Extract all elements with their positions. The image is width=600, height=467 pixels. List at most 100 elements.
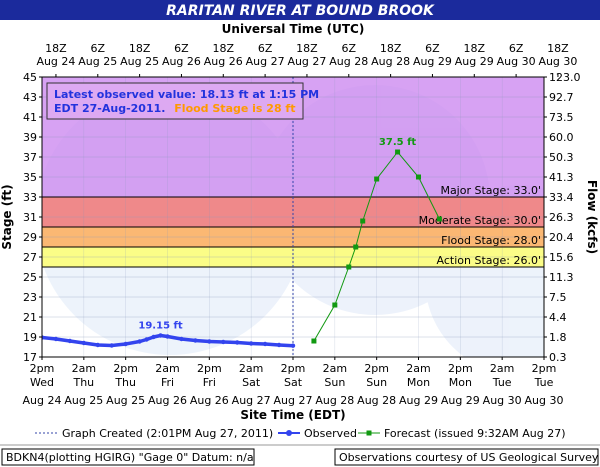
top-tick-label: 18Z — [464, 42, 486, 55]
top-tick-label: 18Z — [380, 42, 402, 55]
forecast-point — [360, 218, 366, 224]
right-tick-label: 26.3 — [549, 211, 574, 224]
top-tick-date: Aug 24 — [36, 55, 75, 68]
forecast-point — [395, 149, 401, 155]
observed-point — [207, 339, 212, 344]
top-tick-label: 18Z — [213, 42, 235, 55]
info-line-2b: Flood Stage is 28 ft — [174, 102, 295, 115]
observed-point — [109, 343, 114, 348]
title-banner — [0, 0, 600, 20]
observed-point — [221, 339, 226, 345]
y-tick-label: 41 — [23, 111, 37, 124]
bottom-tick-day: Sun — [324, 376, 345, 389]
y-tick-label: 35 — [23, 171, 37, 184]
y-tick-label: 19 — [23, 331, 37, 344]
y-tick-label: 33 — [23, 191, 37, 204]
forecast-point — [436, 216, 442, 222]
right-tick-label: 50.3 — [549, 151, 574, 164]
bottom-tick-date: Aug 27 — [232, 394, 271, 407]
legend-observed: Observed — [304, 427, 357, 440]
observed-point — [144, 337, 149, 342]
y-axis-title-right: Flow (kcfs) — [585, 180, 599, 254]
right-tick-label: 4.4 — [549, 311, 567, 324]
bottom-tick-date: Aug 28 — [315, 394, 354, 407]
bottom-tick-date: Aug 25 — [64, 394, 103, 407]
bottom-tick-time: 2pm — [532, 362, 557, 375]
bottom-tick-time: 2am — [72, 362, 96, 375]
y-tick-label: 25 — [23, 271, 37, 284]
top-tick-date: Aug 29 — [455, 55, 494, 68]
right-tick-label: 1.8 — [549, 331, 567, 344]
observed-point — [95, 342, 100, 348]
bottom-tick-date: Aug 29 — [441, 394, 480, 407]
forecast-point — [311, 338, 317, 344]
bottom-tick-day: Mon — [449, 376, 472, 389]
observed-point — [193, 338, 198, 343]
observed-point — [276, 342, 282, 348]
bottom-tick-time: 2pm — [364, 362, 389, 375]
observed-point — [67, 338, 73, 344]
top-tick-date: Aug 25 — [120, 55, 159, 68]
y-tick-label: 43 — [23, 91, 37, 104]
bottom-tick-date: Aug 26 — [190, 394, 229, 407]
bottom-tick-date: Aug 30 — [525, 394, 564, 407]
y-tick-label: 39 — [23, 131, 37, 144]
footer-right-box — [334, 448, 599, 466]
stage-label-0: Major Stage: 33.0' — [440, 184, 541, 197]
bottom-tick-time: 2pm — [113, 362, 138, 375]
bottom-tick-time: 2pm — [30, 362, 55, 375]
observed-point — [81, 340, 87, 346]
right-tick-label: 123.0 — [549, 71, 581, 84]
bottom-tick-time: 2pm — [281, 362, 306, 375]
top-tick-label: 6Z — [91, 42, 106, 55]
bottom-tick-day: Sat — [242, 376, 261, 389]
observed-point — [158, 333, 163, 338]
top-tick-date: Aug 29 — [413, 55, 452, 68]
stage-label-2: Flood Stage: 28.0' — [441, 234, 541, 247]
y-tick-label: 29 — [23, 231, 37, 244]
top-tick-label: 6Z — [425, 42, 440, 55]
observed-point — [179, 336, 184, 342]
right-tick-label: 7.5 — [549, 291, 567, 304]
top-tick-label: 18Z — [296, 42, 318, 55]
bottom-tick-time: 2pm — [448, 362, 473, 375]
footer-left-box — [1, 448, 255, 466]
forecast-point — [353, 244, 359, 250]
peak-annotation-1: 37.5 ft — [379, 137, 417, 148]
observed-point — [262, 341, 268, 347]
top-tick-label: 6Z — [258, 42, 273, 55]
peak-annotation-0: 19.15 ft — [138, 321, 182, 332]
observed-point — [137, 339, 142, 344]
y-tick-label: 17 — [23, 351, 37, 364]
forecast-point — [332, 302, 338, 308]
y-tick-label: 37 — [23, 151, 37, 164]
footer-left: BDKN4(plotting HGIRG) "Gage 0" Datum: n/… — [6, 451, 254, 464]
right-tick-label: 11.3 — [549, 271, 574, 284]
observed-point — [290, 343, 296, 348]
info-line-1: Latest observed value: 18.13 ft at 1:15 … — [54, 88, 319, 101]
bottom-tick-time: 2am — [155, 362, 179, 375]
top-tick-label: 6Z — [509, 42, 524, 55]
right-tick-label: 60.0 — [549, 131, 574, 144]
right-tick-label: 20.4 — [549, 231, 574, 244]
observed-point — [248, 341, 254, 346]
y-axis-title: Stage (ft) — [0, 184, 14, 249]
bottom-tick-time: 2pm — [197, 362, 222, 375]
right-tick-label: 41.3 — [549, 171, 574, 184]
bottom-tick-day: Wed — [30, 376, 54, 389]
bottom-tick-time: 2am — [239, 362, 263, 375]
observed-point — [42, 335, 45, 340]
y-tick-label: 31 — [23, 211, 37, 224]
stage-label-1: Moderate Stage: 30.0' — [419, 214, 541, 227]
bottom-tick-date: Aug 28 — [357, 394, 396, 407]
bottom-tick-time: 2am — [490, 362, 514, 375]
y-tick-label: 27 — [23, 251, 37, 264]
latest-observation-box: Latest observed value: 18.13 ft at 1:15 … — [46, 82, 319, 120]
stage-label-3: Action Stage: 26.0' — [437, 254, 541, 267]
y-tick-label: 21 — [23, 311, 37, 324]
right-tick-label: 33.4 — [549, 191, 574, 204]
top-tick-date: Aug 28 — [329, 55, 368, 68]
top-tick-date: Aug 30 — [538, 55, 577, 68]
top-axis-title: Universal Time (UTC) — [222, 22, 365, 36]
